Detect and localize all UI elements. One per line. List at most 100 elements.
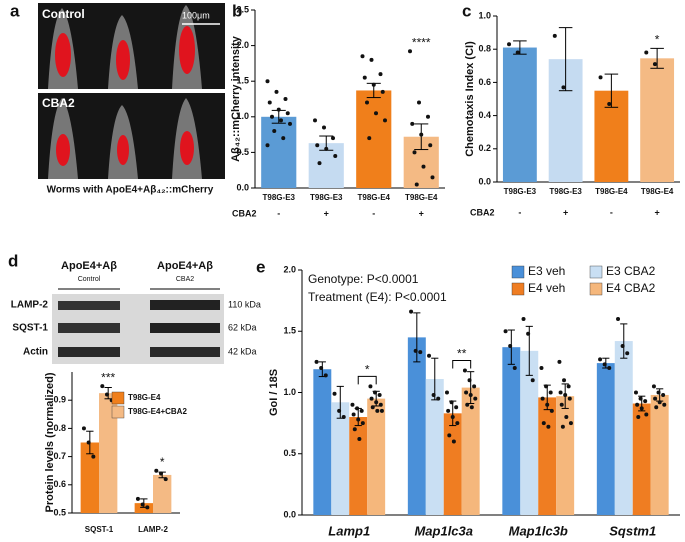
data-point (377, 392, 382, 397)
data-point (444, 390, 449, 395)
bar (538, 397, 557, 515)
bar (313, 369, 332, 515)
data-point (272, 129, 277, 134)
data-point (616, 317, 621, 321)
blot-group-title: ApoE4+Aβ (157, 260, 213, 272)
annotation: * (0, 0, 5, 6)
data-point (598, 75, 603, 80)
y-tick-label: 2.0 (283, 264, 296, 274)
data-point (625, 351, 630, 356)
micrograph (38, 3, 225, 179)
data-point (370, 405, 375, 410)
treatment-label: - (372, 208, 375, 218)
data-point (410, 121, 415, 126)
x-tick-label: LAMP-2 (138, 525, 168, 534)
legend-swatch (589, 282, 603, 296)
y-tick-label: 1.0 (236, 111, 249, 121)
data-point (362, 75, 367, 80)
y-tick-label: 0.9 (53, 395, 66, 405)
data-point (447, 433, 452, 438)
data-point (465, 402, 470, 407)
bar (502, 47, 537, 182)
data-point (86, 440, 91, 445)
y-axis-label: Aβ₄₂::mCherry intensity (230, 35, 242, 162)
data-point (419, 132, 424, 137)
y-tick-label: 0.8 (53, 423, 66, 433)
data-point (644, 412, 649, 417)
band-size: 62 kDa (228, 322, 257, 332)
row-label: CBA2 (232, 208, 257, 218)
data-point (414, 182, 419, 187)
panel-label: a (10, 1, 20, 20)
treatment-label: + (654, 207, 659, 217)
data-point (357, 437, 362, 442)
data-point (332, 391, 337, 396)
y-tick-label: 1.0 (478, 10, 491, 20)
data-point (323, 373, 328, 378)
data-point (333, 153, 338, 158)
data-point (135, 496, 140, 501)
data-point (620, 343, 625, 348)
data-point (431, 392, 436, 397)
data-point (472, 384, 477, 389)
row-label: Control (42, 7, 85, 21)
data-point (355, 406, 360, 411)
y-tick-label: 0.5 (53, 507, 66, 517)
bar (640, 58, 675, 182)
x-tick-label: T98G-E4 (595, 187, 628, 196)
bracket (357, 375, 377, 385)
legend-swatch (111, 405, 125, 419)
data-point (283, 97, 288, 101)
data-point (526, 331, 531, 336)
data-point (351, 412, 356, 417)
bar (502, 347, 521, 515)
data-point (450, 415, 455, 419)
bar (443, 413, 462, 515)
data-point (378, 402, 383, 407)
data-point (427, 353, 432, 358)
legend-label: E4 veh (528, 281, 565, 295)
data-point (530, 378, 535, 383)
band-name: LAMP-2 (11, 300, 49, 311)
treatment-label: + (419, 208, 424, 218)
data-point (373, 111, 378, 116)
y-tick-label: 0.4 (478, 110, 491, 120)
data-point (373, 390, 378, 395)
data-point (315, 143, 320, 148)
x-tick-label: Map1lc3b (509, 523, 568, 538)
data-point (359, 408, 364, 413)
blot-group-condition: CBA2 (176, 276, 194, 283)
x-tick-label: Sqstm1 (609, 523, 656, 538)
y-tick-label: 0.7 (53, 451, 66, 461)
annotation: Treatment (E4): P<0.0001 (308, 290, 447, 304)
data-point (413, 348, 418, 353)
bar (425, 379, 444, 515)
data-point (270, 114, 275, 119)
treatment-label: - (610, 207, 613, 217)
data-point (558, 390, 563, 395)
legend-label: T98G-E4+CBA2 (128, 407, 187, 416)
data-point (562, 378, 567, 383)
bar (520, 350, 539, 515)
data-point (451, 439, 456, 444)
data-point (278, 118, 283, 123)
data-point (154, 468, 159, 473)
scale-bar-label: 100μm (182, 10, 210, 20)
significance: * (655, 33, 660, 47)
band-name: Actin (23, 347, 48, 358)
annotation: **** (0, 0, 19, 6)
data-point (341, 415, 346, 419)
data-point (557, 359, 562, 364)
data-point (421, 164, 426, 169)
data-point (654, 405, 659, 410)
significance: ** (457, 347, 467, 361)
data-point (379, 408, 384, 413)
bar (356, 90, 392, 188)
data-point (651, 384, 656, 389)
data-point (145, 505, 150, 510)
data-point (635, 402, 640, 407)
data-point (563, 392, 568, 397)
data-point (512, 366, 517, 370)
legend-label: T98G-E4 (128, 393, 161, 402)
y-axis-label: Protein levels (normalized) (44, 372, 56, 512)
